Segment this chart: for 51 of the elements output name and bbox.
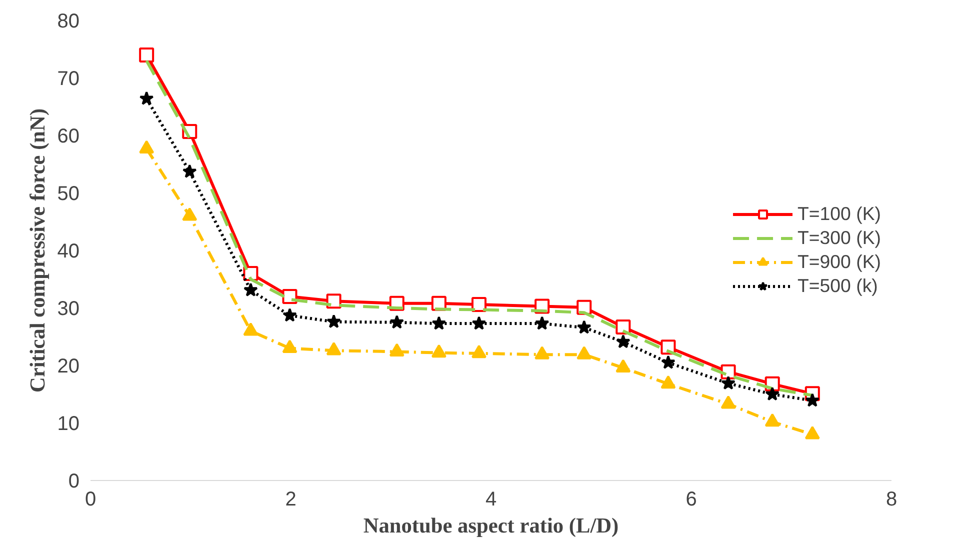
y-axis-title: Critical compressive force (nN) <box>25 108 50 393</box>
point <box>660 375 676 389</box>
point <box>282 308 297 322</box>
point <box>805 393 820 407</box>
point <box>471 297 486 312</box>
y-tick-label: 10 <box>57 413 80 435</box>
legend-label: T=500 (k) <box>798 275 878 297</box>
x-tick-label: 0 <box>84 488 96 510</box>
point <box>326 342 342 356</box>
legend-label: T=100 (K) <box>798 203 881 225</box>
point <box>616 334 630 348</box>
y-tick-label: 70 <box>57 68 80 90</box>
point <box>576 320 592 334</box>
point <box>471 344 486 358</box>
point <box>576 346 592 360</box>
x-axis-title: Nanotube aspect ratio (L/D) <box>363 514 619 538</box>
point <box>390 314 404 329</box>
point <box>534 316 550 330</box>
point <box>243 322 258 336</box>
point <box>765 386 780 401</box>
point <box>139 91 154 105</box>
legend-label: T=900 (K) <box>798 251 881 273</box>
y-tick-label: 20 <box>57 356 80 378</box>
legend-label: T=300 (K) <box>798 227 881 249</box>
y-tick-label: 0 <box>68 470 80 492</box>
y-tick-label: 40 <box>57 240 80 262</box>
point <box>326 294 342 309</box>
point <box>139 48 154 62</box>
x-tick-label: 8 <box>886 488 898 510</box>
y-tick-label: 50 <box>57 183 80 205</box>
point <box>616 359 631 373</box>
x-tick-label: 6 <box>686 488 697 510</box>
x-tick-label: 4 <box>485 488 497 510</box>
x-tick-label: 2 <box>285 488 296 510</box>
y-tick-label: 30 <box>57 298 80 320</box>
y-tick-label: 80 <box>57 10 80 32</box>
point <box>244 282 258 296</box>
point <box>326 314 341 328</box>
point <box>472 316 486 330</box>
point <box>804 426 820 440</box>
point <box>282 340 298 354</box>
y-tick-label: 60 <box>57 126 80 148</box>
point <box>661 355 676 369</box>
point <box>182 164 197 178</box>
point <box>534 346 550 360</box>
point <box>389 343 404 356</box>
point <box>431 344 446 358</box>
point <box>720 396 736 409</box>
point <box>721 376 736 390</box>
point <box>432 316 446 330</box>
point <box>764 413 780 427</box>
